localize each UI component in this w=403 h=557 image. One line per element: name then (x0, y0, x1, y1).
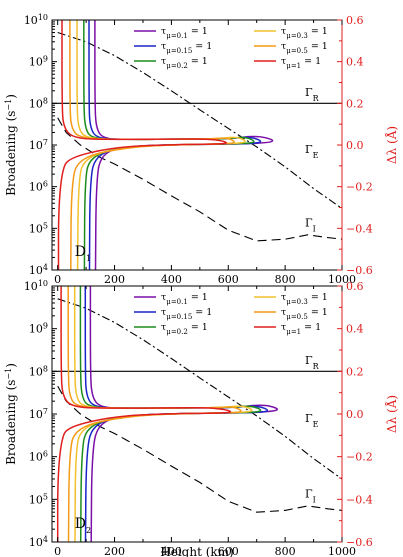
y-left-tick-label: 106 (29, 449, 48, 464)
y-left-tick-label: 1010 (24, 13, 48, 28)
legend-label: τμ=0.5 = 1 (281, 41, 328, 55)
x-tick-label: 200 (104, 273, 125, 286)
x-tick-label: 200 (104, 545, 125, 557)
y-right-tick-label: 0.6 (346, 14, 364, 27)
y-axis-label-right: Δλ (Å) (384, 126, 399, 164)
y-right-tick-label: −0.2 (346, 451, 373, 464)
y-right-tick-label: 0.0 (346, 408, 364, 421)
x-tick-label: 600 (218, 545, 239, 557)
y-left-tick-label: 104 (29, 535, 48, 550)
x-tick-label: 400 (161, 545, 182, 557)
y-right-tick-label: −0.2 (346, 181, 373, 194)
x-tick-label: 400 (161, 273, 182, 286)
x-tick-label: 0 (54, 273, 61, 286)
y-right-tick-label: −0.6 (346, 264, 373, 277)
y-right-tick-label: −0.6 (346, 536, 373, 549)
y-left-tick-label: 109 (29, 54, 48, 69)
y-right-tick-label: 0.2 (346, 365, 364, 378)
legend-label: τμ=0.3 = 1 (281, 292, 328, 306)
x-tick-label: 800 (275, 545, 296, 557)
y-right-tick-label: −0.4 (346, 222, 373, 235)
legend-label: τμ=0.1 = 1 (161, 26, 208, 40)
legend-label: τμ=0.15 = 1 (161, 41, 212, 55)
panel-label: D2 (75, 516, 91, 535)
x-tick-label: 600 (218, 273, 239, 286)
y-right-tick-label: 0.6 (346, 280, 364, 293)
y-left-tick-label: 104 (29, 263, 48, 278)
panel-label: D1 (75, 244, 91, 263)
panel-2: 0 200 400 600 800 1000 104 105 106 107 108 109 1010 −… (4, 279, 400, 557)
label-gamma-I: ΓI (305, 488, 316, 505)
legend-label: τμ=0.2 = 1 (161, 322, 208, 336)
panel-1: 0 200 400 600 800 1000 104 105 106 107 108 109 1010 −… (4, 13, 400, 287)
broadening-line-E (57, 298, 342, 480)
series-line-μ=0.5 (67, 286, 242, 542)
label-gamma-I: ΓI (305, 217, 316, 234)
series-line-μ=1 (56, 286, 232, 542)
legend: τμ=0.1 = 1τμ=0.15 = 1τμ=0.2 = 1 τμ=0.3 = … (134, 26, 328, 70)
y-left-tick-label: 108 (29, 364, 48, 379)
x-tick-label: 1000 (328, 545, 356, 557)
label-gamma-R: ΓR (305, 86, 320, 103)
x-tick-label: 800 (275, 273, 296, 286)
label-gamma-E: ΓE (305, 412, 319, 429)
legend-label: τμ=0.1 = 1 (161, 292, 208, 306)
y-right-tick-label: 0.0 (346, 139, 364, 152)
y-left-tick-label: 107 (29, 138, 48, 153)
y-right-tick-label: 0.4 (346, 323, 364, 336)
legend-label: τμ=1 = 1 (281, 322, 321, 336)
legend: τμ=0.1 = 1τμ=0.15 = 1τμ=0.2 = 1 τμ=0.3 = … (134, 292, 328, 336)
legend-label: τμ=1 = 1 (281, 56, 321, 70)
y-right-tick-label: 0.4 (346, 56, 364, 69)
label-gamma-R: ΓR (305, 354, 320, 371)
y-left-tick-label: 1010 (24, 279, 48, 294)
y-left-tick-label: 106 (29, 179, 48, 194)
legend-label: τμ=0.3 = 1 (281, 26, 328, 40)
x-axis-label: Height (km) (160, 545, 233, 557)
y-left-tick-label: 109 (29, 321, 48, 336)
y-right-tick-label: 0.2 (346, 97, 364, 110)
legend-label: τμ=0.15 = 1 (161, 307, 212, 321)
broadening-line-I (57, 385, 342, 513)
legend-label: τμ=0.2 = 1 (161, 56, 208, 70)
y-axis-label-left: Broadening (s−1) (4, 94, 19, 196)
x-tick-label: 1000 (328, 273, 356, 286)
y-left-tick-label: 107 (29, 407, 48, 422)
broadening-line-E (57, 31, 342, 209)
series-line-μ=0.5 (69, 20, 235, 270)
y-left-tick-label: 105 (29, 221, 48, 236)
legend-label: τμ=0.5 = 1 (281, 307, 328, 321)
series-line-μ=1 (57, 20, 227, 270)
y-axis-label-left: Broadening (s−1) (4, 363, 19, 465)
broadening-line-I (57, 117, 342, 242)
y-right-tick-label: −0.4 (346, 493, 373, 506)
y-axis-label-right: Δλ (Å) (384, 395, 399, 433)
y-left-tick-label: 105 (29, 492, 48, 507)
y-left-tick-label: 108 (29, 96, 48, 111)
x-tick-label: 0 (54, 545, 61, 557)
label-gamma-E: ΓE (305, 143, 319, 160)
